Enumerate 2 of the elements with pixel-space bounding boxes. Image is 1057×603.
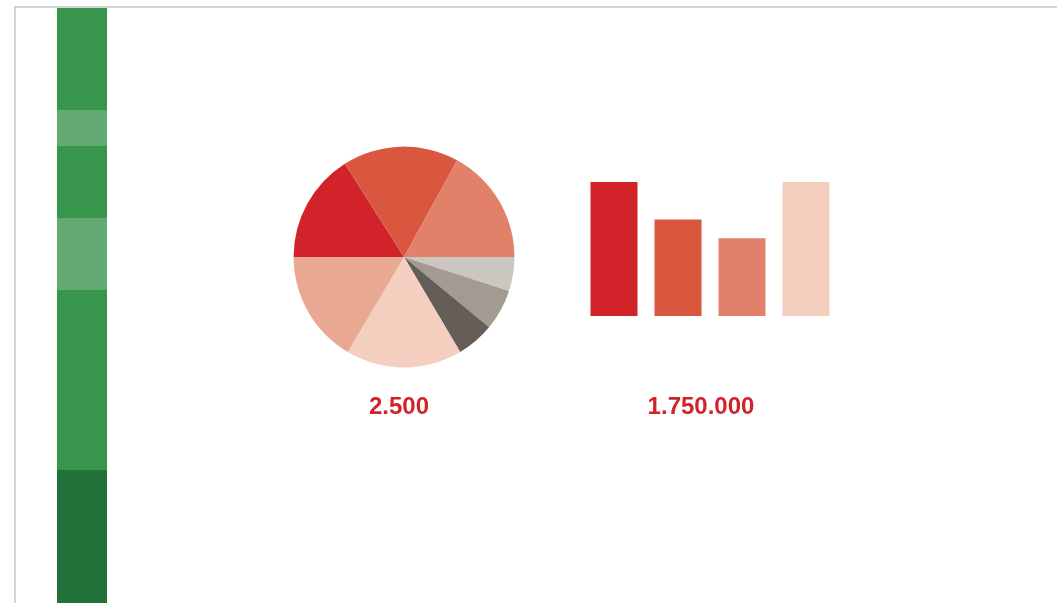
text: 1.750.000 <box>646 392 756 420</box>
text: 2.500 <box>367 392 431 420</box>
